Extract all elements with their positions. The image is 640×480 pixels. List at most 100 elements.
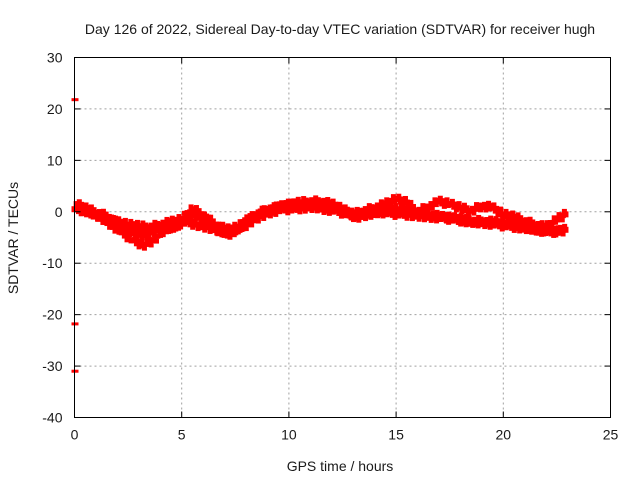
data-point-track-c <box>551 232 557 238</box>
data-point-track-c <box>220 221 226 227</box>
data-point-track-c <box>100 208 106 214</box>
data-point-track-a <box>429 205 435 211</box>
data-point-track-a <box>474 202 479 208</box>
data-point-track-b <box>88 213 94 219</box>
data-points <box>71 98 569 373</box>
data-point-track-c <box>547 226 553 232</box>
data-point-track-c <box>553 225 559 231</box>
data-point-track-b <box>314 208 320 214</box>
data-point-track-c <box>272 205 278 211</box>
data-point-track-b <box>326 210 332 216</box>
data-point-track-c <box>529 222 535 228</box>
data-point-track-a <box>134 219 140 225</box>
data-point-track-c <box>498 220 504 226</box>
data-point-track-c <box>137 228 143 234</box>
data-point-track-a <box>545 220 551 226</box>
data-point-track-c <box>261 205 267 211</box>
data-point-track-c <box>143 232 149 238</box>
data-point-track-c <box>421 210 427 216</box>
data-point-track-c <box>223 226 230 233</box>
data-point-track-a <box>394 196 400 202</box>
data-point-track-a <box>325 197 331 203</box>
data-point-track-c <box>367 209 373 215</box>
data-point-track-a <box>486 200 492 206</box>
data-point-track-c <box>150 227 156 233</box>
data-point-track-a <box>482 201 488 207</box>
data-point-track-c <box>252 211 258 217</box>
data-point-track-c <box>142 227 148 233</box>
data-point-track-c <box>477 220 483 226</box>
data-point-track-c <box>230 225 236 231</box>
data-point-track-a <box>448 202 454 208</box>
x-tick-label: 15 <box>388 427 404 443</box>
data-point-track-c <box>458 213 464 219</box>
data-point-track-b <box>207 228 213 234</box>
data-point-track-c <box>536 229 542 235</box>
data-point-track-a <box>506 211 512 217</box>
data-point-track-b <box>127 232 133 238</box>
data-point-track-c <box>141 231 147 237</box>
data-point-track-c <box>293 200 299 206</box>
data-point-track-c <box>155 228 161 234</box>
data-point-track-c <box>277 203 284 210</box>
data-point-track-c <box>104 217 110 223</box>
data-point-track-c <box>174 221 180 227</box>
data-point-track-b <box>219 231 225 237</box>
data-point-track-c <box>298 202 305 209</box>
data-point-track-c <box>98 214 104 220</box>
data-point-track-a <box>143 222 149 228</box>
data-point-track-a <box>152 219 158 225</box>
data-point-track-a <box>378 199 384 205</box>
data-point-track-c <box>375 210 381 216</box>
data-point-track-a <box>437 195 443 201</box>
data-point-track-c <box>297 199 303 205</box>
data-point-track-c <box>263 210 269 216</box>
data-point-track-c <box>228 224 234 230</box>
data-point-track-c <box>204 213 210 219</box>
data-point-track-c <box>508 219 514 225</box>
data-point-track-b <box>158 232 164 238</box>
data-point-track-c <box>562 223 568 229</box>
data-point-track-c <box>229 229 235 235</box>
x-tick-label: 25 <box>603 427 619 443</box>
data-point-track-c <box>137 231 144 238</box>
data-point-track-b <box>125 234 131 240</box>
data-point-track-c <box>541 225 547 231</box>
data-point-track-a <box>518 215 524 221</box>
data-point-track-b <box>261 215 267 221</box>
data-point-track-b <box>112 228 118 234</box>
data-point-track-c <box>413 207 419 213</box>
data-point-track-c <box>446 211 452 217</box>
data-point-track-a <box>514 215 520 221</box>
data-point-track-c <box>260 209 266 215</box>
data-point-track-c <box>303 198 309 204</box>
data-point-track-c <box>102 214 108 220</box>
data-point-track-b <box>136 244 142 250</box>
data-point-track-c <box>217 227 223 233</box>
data-point-track-c <box>79 202 85 208</box>
data-point-track-c <box>443 218 449 224</box>
data-point-track-c <box>304 204 310 210</box>
data-point-track-b <box>389 212 395 218</box>
data-point-track-b <box>285 210 291 216</box>
data-point-track-c <box>519 225 525 231</box>
data-point-track-c <box>391 206 397 212</box>
data-point-track-c <box>307 205 313 211</box>
data-point-track-c <box>122 228 128 234</box>
data-point-track-b <box>392 214 398 220</box>
data-point-track-c <box>339 204 345 210</box>
data-point-track-a <box>562 211 569 218</box>
data-point-track-a <box>495 212 501 218</box>
data-point-track-a <box>163 220 169 226</box>
data-point-track-c <box>334 208 340 213</box>
data-point-track-c <box>91 207 97 213</box>
data-point-track-c <box>84 206 91 213</box>
data-point-track-a <box>420 203 426 209</box>
data-point-track-c <box>324 208 330 214</box>
data-point-track-a <box>295 196 301 202</box>
data-point-track-a <box>427 205 433 211</box>
data-point-track-c <box>162 223 168 229</box>
data-point-track-a <box>384 197 390 203</box>
data-point-track-a <box>313 195 319 201</box>
